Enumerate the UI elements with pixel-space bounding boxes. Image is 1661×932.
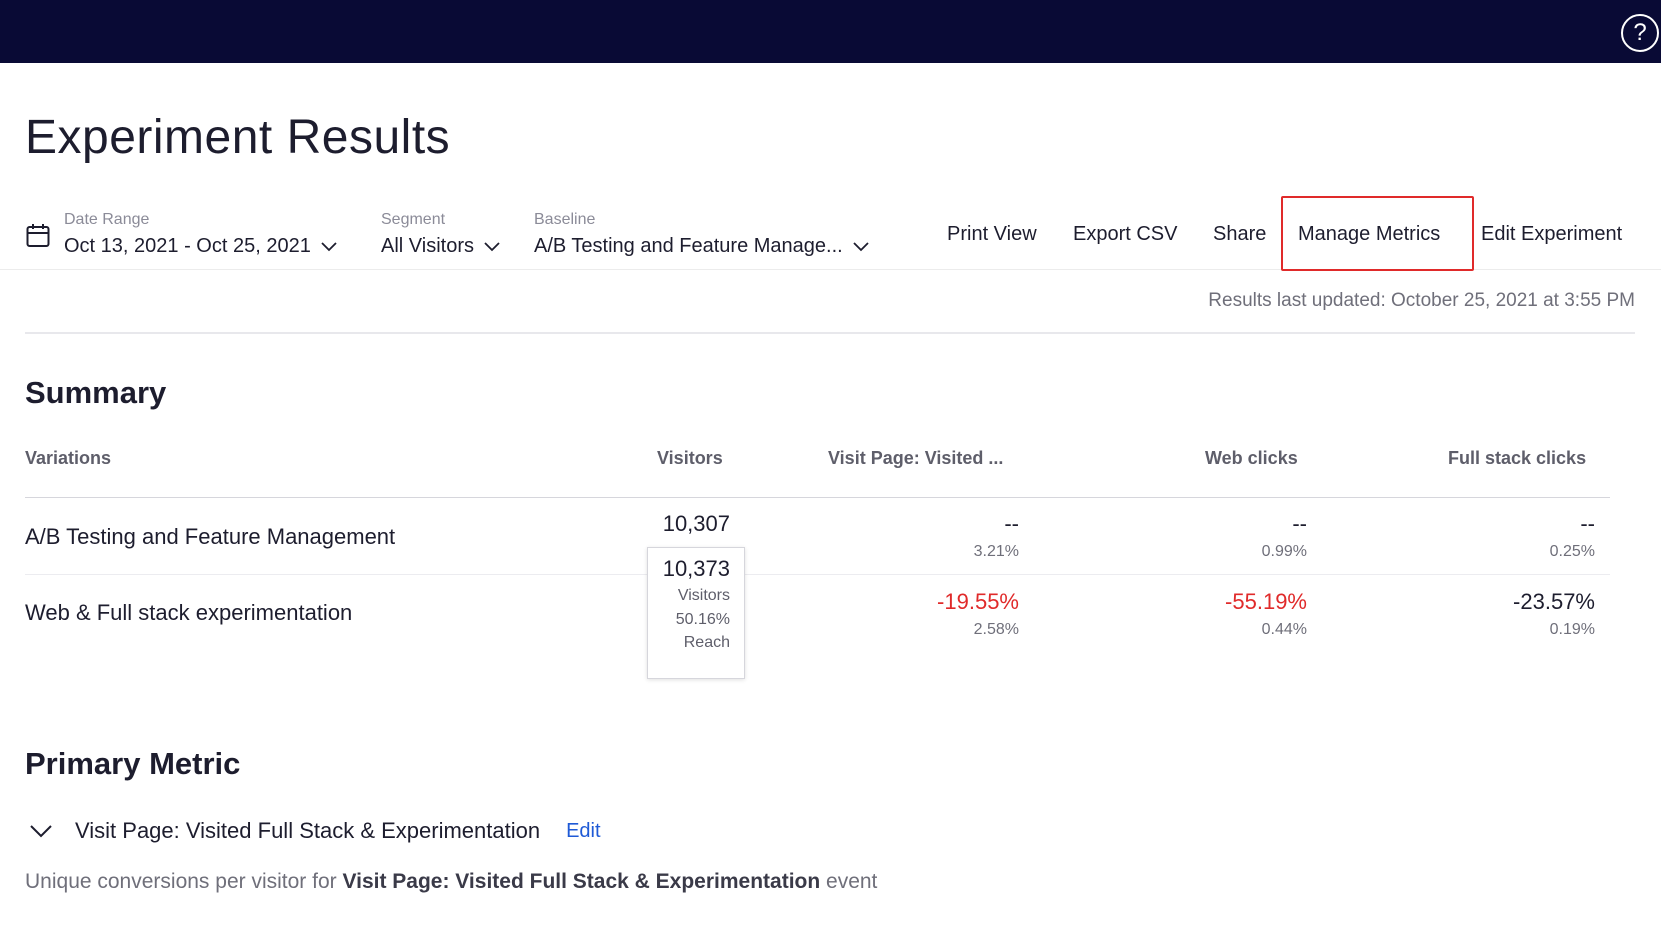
edit-experiment-button[interactable]: Edit Experiment: [1481, 223, 1623, 245]
baseline-label: Baseline: [534, 211, 596, 228]
top-navigation-bar: ?: [0, 0, 1661, 63]
full-stack-clicks-conversion-rate: 0.25%: [1549, 543, 1595, 560]
date-range-label: Date Range: [64, 211, 150, 228]
segment-filter[interactable]: Segment All Visitors: [381, 211, 500, 258]
baseline-filter[interactable]: Baseline A/B Testing and Feature Manage.…: [534, 211, 869, 258]
section-divider: [25, 332, 1635, 334]
question-circle-icon[interactable]: ?: [1621, 14, 1659, 52]
chevron-down-icon: [484, 241, 500, 251]
primary-metric-name: Visit Page: Visited Full Stack & Experim…: [75, 818, 541, 843]
manage-metrics-button[interactable]: Manage Metrics: [1298, 223, 1441, 245]
variation-name[interactable]: Web & Full stack experimentation: [25, 600, 353, 625]
tooltip-reach-label: Reach: [683, 634, 730, 651]
visitors-tooltip: 10,373 Visitors 50.16% Reach: [647, 547, 745, 679]
calendar-icon: [26, 224, 50, 247]
visit-page-conversion-rate: 2.58%: [973, 621, 1019, 638]
chevron-down-icon: [321, 241, 337, 251]
date-range-value: Oct 13, 2021 - Oct 25, 2021: [64, 235, 311, 257]
tooltip-visitors-label: Visitors: [677, 587, 730, 604]
manage-metrics-highlight: [1281, 196, 1474, 271]
visit-page-improvement: -19.55%: [937, 589, 1019, 614]
export-csv-button[interactable]: Export CSV: [1073, 223, 1178, 245]
column-header-visit-page[interactable]: Visit Page: Visited ...: [828, 448, 1004, 468]
column-header-visitors: Visitors: [657, 448, 723, 468]
table-row-divider: [25, 574, 1610, 575]
column-header-web-clicks[interactable]: Web clicks: [1205, 448, 1298, 468]
tooltip-reach-value: 50.16%: [675, 611, 730, 628]
description-prefix: Unique conversions per visitor for: [25, 870, 343, 893]
print-view-button[interactable]: Print View: [947, 223, 1037, 245]
primary-metric-header: Visit Page: Visited Full Stack & Experim…: [30, 818, 601, 844]
web-clicks-improvement: -55.19%: [1225, 589, 1307, 614]
results-last-updated: Results last updated: October 25, 2021 a…: [1208, 290, 1635, 311]
visitors-value: 10,307: [662, 511, 730, 536]
summary-title: Summary: [25, 375, 167, 410]
variation-name[interactable]: A/B Testing and Feature Management: [25, 524, 396, 549]
primary-metric-description: Unique conversions per visitor for Visit…: [25, 870, 877, 894]
visit-page-improvement: --: [1004, 511, 1019, 536]
baseline-value: A/B Testing and Feature Manage...: [534, 235, 843, 257]
results-toolbar: Date Range Oct 13, 2021 - Oct 25, 2021 S…: [0, 205, 1661, 270]
share-button[interactable]: Share: [1213, 223, 1267, 245]
column-header-full-stack-clicks[interactable]: Full stack clicks: [1448, 448, 1587, 468]
description-suffix: event: [820, 870, 878, 893]
web-clicks-conversion-rate: 0.44%: [1261, 621, 1307, 638]
date-range-filter[interactable]: Date Range Oct 13, 2021 - Oct 25, 2021: [64, 211, 337, 258]
full-stack-clicks-improvement: -23.57%: [1513, 589, 1595, 614]
segment-value: All Visitors: [381, 235, 474, 257]
chevron-down-icon[interactable]: [30, 824, 52, 838]
tooltip-visitors-value: 10,373: [662, 556, 730, 581]
segment-label: Segment: [381, 211, 446, 228]
description-event-name: Visit Page: Visited Full Stack & Experim…: [342, 870, 821, 893]
page-title: Experiment Results: [25, 111, 451, 164]
full-stack-clicks-improvement: --: [1580, 511, 1595, 536]
web-clicks-conversion-rate: 0.99%: [1261, 543, 1307, 560]
chevron-down-icon: [853, 241, 869, 251]
full-stack-clicks-conversion-rate: 0.19%: [1549, 621, 1595, 638]
primary-metric-title: Primary Metric: [25, 746, 241, 781]
column-header-variations: Variations: [25, 448, 112, 468]
visit-page-conversion-rate: 3.21%: [973, 543, 1019, 560]
table-header-divider: [25, 497, 1610, 498]
web-clicks-improvement: --: [1292, 511, 1307, 536]
edit-metric-link[interactable]: Edit: [566, 819, 601, 842]
